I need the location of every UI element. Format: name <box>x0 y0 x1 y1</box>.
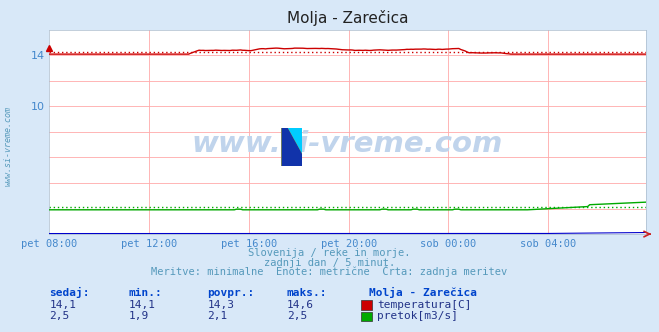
Text: Molja - Zarečica: Molja - Zarečica <box>369 287 477 298</box>
Text: Meritve: minimalne  Enote: metrične  Črta: zadnja meritev: Meritve: minimalne Enote: metrične Črta:… <box>152 265 507 277</box>
Polygon shape <box>288 128 302 154</box>
Text: www.si-vreme.com: www.si-vreme.com <box>3 106 13 186</box>
Polygon shape <box>281 128 302 166</box>
Title: Molja - Zarečica: Molja - Zarečica <box>287 10 409 26</box>
Text: zadnji dan / 5 minut.: zadnji dan / 5 minut. <box>264 258 395 268</box>
Text: maks.:: maks.: <box>287 288 327 298</box>
Text: 14,6: 14,6 <box>287 300 314 310</box>
Text: 2,5: 2,5 <box>287 311 307 321</box>
Text: 2,1: 2,1 <box>208 311 228 321</box>
Text: www.si-vreme.com: www.si-vreme.com <box>192 130 503 158</box>
Text: 14,1: 14,1 <box>129 300 156 310</box>
Text: 1,9: 1,9 <box>129 311 149 321</box>
Text: 14,3: 14,3 <box>208 300 235 310</box>
Text: temperatura[C]: temperatura[C] <box>377 300 471 310</box>
Text: Slovenija / reke in morje.: Slovenija / reke in morje. <box>248 248 411 258</box>
Text: 2,5: 2,5 <box>49 311 70 321</box>
Text: povpr.:: povpr.: <box>208 288 255 298</box>
Text: 14,1: 14,1 <box>49 300 76 310</box>
Text: pretok[m3/s]: pretok[m3/s] <box>377 311 458 321</box>
Text: sedaj:: sedaj: <box>49 287 90 298</box>
Text: min.:: min.: <box>129 288 162 298</box>
